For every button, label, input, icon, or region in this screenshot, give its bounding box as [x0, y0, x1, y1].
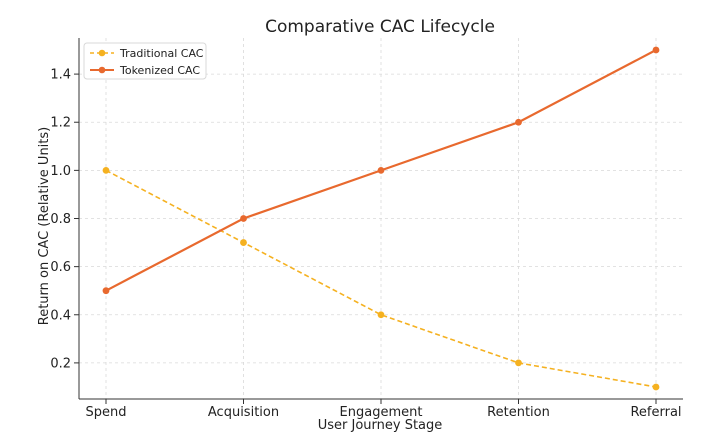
data-point-tokenized [377, 166, 385, 174]
y-tick-label: 1.2 [50, 116, 71, 131]
y-tick-label: 1.4 [50, 68, 71, 83]
x-tick-label: Acquisition [208, 405, 279, 420]
x-axis-label: User Journey Stage [318, 418, 443, 433]
x-tick-label: Spend [86, 405, 127, 420]
legend-label-tokenized: Tokenized CAC [119, 64, 200, 77]
y-axis-ticks: 0.2 0.4 0.6 0.8 1.0 1.2 1.4 [50, 68, 79, 371]
legend-marker-traditional [98, 49, 106, 57]
data-point-traditional [102, 166, 110, 174]
data-point-traditional [515, 359, 522, 367]
data-point-tokenized [102, 287, 110, 295]
series-group [102, 46, 660, 391]
data-point-tokenized [240, 215, 247, 222]
data-point-traditional [240, 239, 247, 246]
x-tick-label: Engagement [340, 405, 423, 420]
x-tick-label: Retention [487, 405, 550, 420]
legend: Traditional CAC Tokenized CAC [83, 42, 207, 80]
legend-label-traditional: Traditional CAC [119, 47, 204, 60]
x-tick-label: Referral [630, 405, 681, 420]
x-axis-ticks: Spend Acquisition Engagement Retention Refer… [86, 399, 682, 420]
legend-marker-tokenized [98, 66, 106, 74]
grid [79, 38, 683, 399]
data-point-tokenized [515, 118, 522, 126]
y-tick-label: 1.0 [50, 164, 71, 179]
data-point-traditional [377, 311, 385, 319]
legend-box [83, 42, 207, 80]
y-axis-label: Return on CAC (Relative Units) [37, 127, 52, 326]
data-point-traditional [652, 383, 660, 391]
y-tick-label: 0.8 [50, 212, 71, 227]
y-tick-label: 0.4 [50, 308, 71, 323]
data-point-tokenized [652, 46, 660, 54]
chart-title: Comparative CAC Lifecycle [265, 17, 495, 37]
y-tick-label: 0.6 [50, 260, 71, 275]
y-tick-label: 0.2 [50, 356, 71, 371]
